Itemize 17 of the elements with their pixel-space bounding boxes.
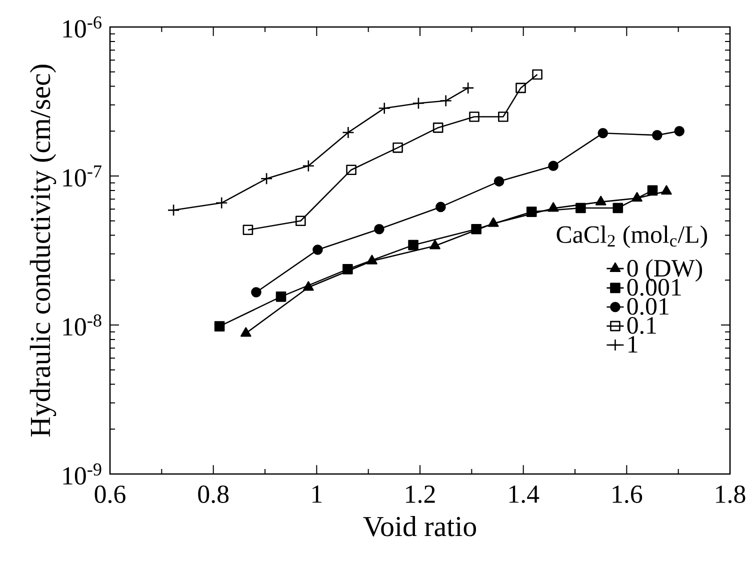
- y-tick-label: 10$^{-8}$: [63, 314, 102, 336]
- x-tick-label: 1.6: [612, 486, 642, 504]
- x-tick-label: 0.6: [94, 486, 126, 504]
- y-tick-label: 10$^{-6}$: [63, 16, 102, 38]
- legend-label: 0.01: [627, 298, 668, 315]
- y-tick-label: 10$^{-9}$: [63, 463, 102, 485]
- legend-label: 0.1: [627, 317, 656, 334]
- legend-title: CaCl$_{2}$ (mol$_{c}$/L): [556, 225, 708, 248]
- x-tick-label: 1.8: [716, 486, 746, 504]
- x-tick-label: 1: [312, 486, 322, 503]
- x-axis-title: Void ratio: [363, 516, 476, 536]
- legend-label: 1: [628, 336, 638, 352]
- x-tick-label: 0.8: [198, 486, 229, 504]
- y-tick-label: 10$^{-7}$: [63, 165, 102, 187]
- x-tick-label: 1.4: [509, 486, 540, 503]
- x-tick-label: 1.2: [406, 486, 435, 504]
- y-axis-title: Hydraulic conductivity (cm/sec): [30, 64, 56, 437]
